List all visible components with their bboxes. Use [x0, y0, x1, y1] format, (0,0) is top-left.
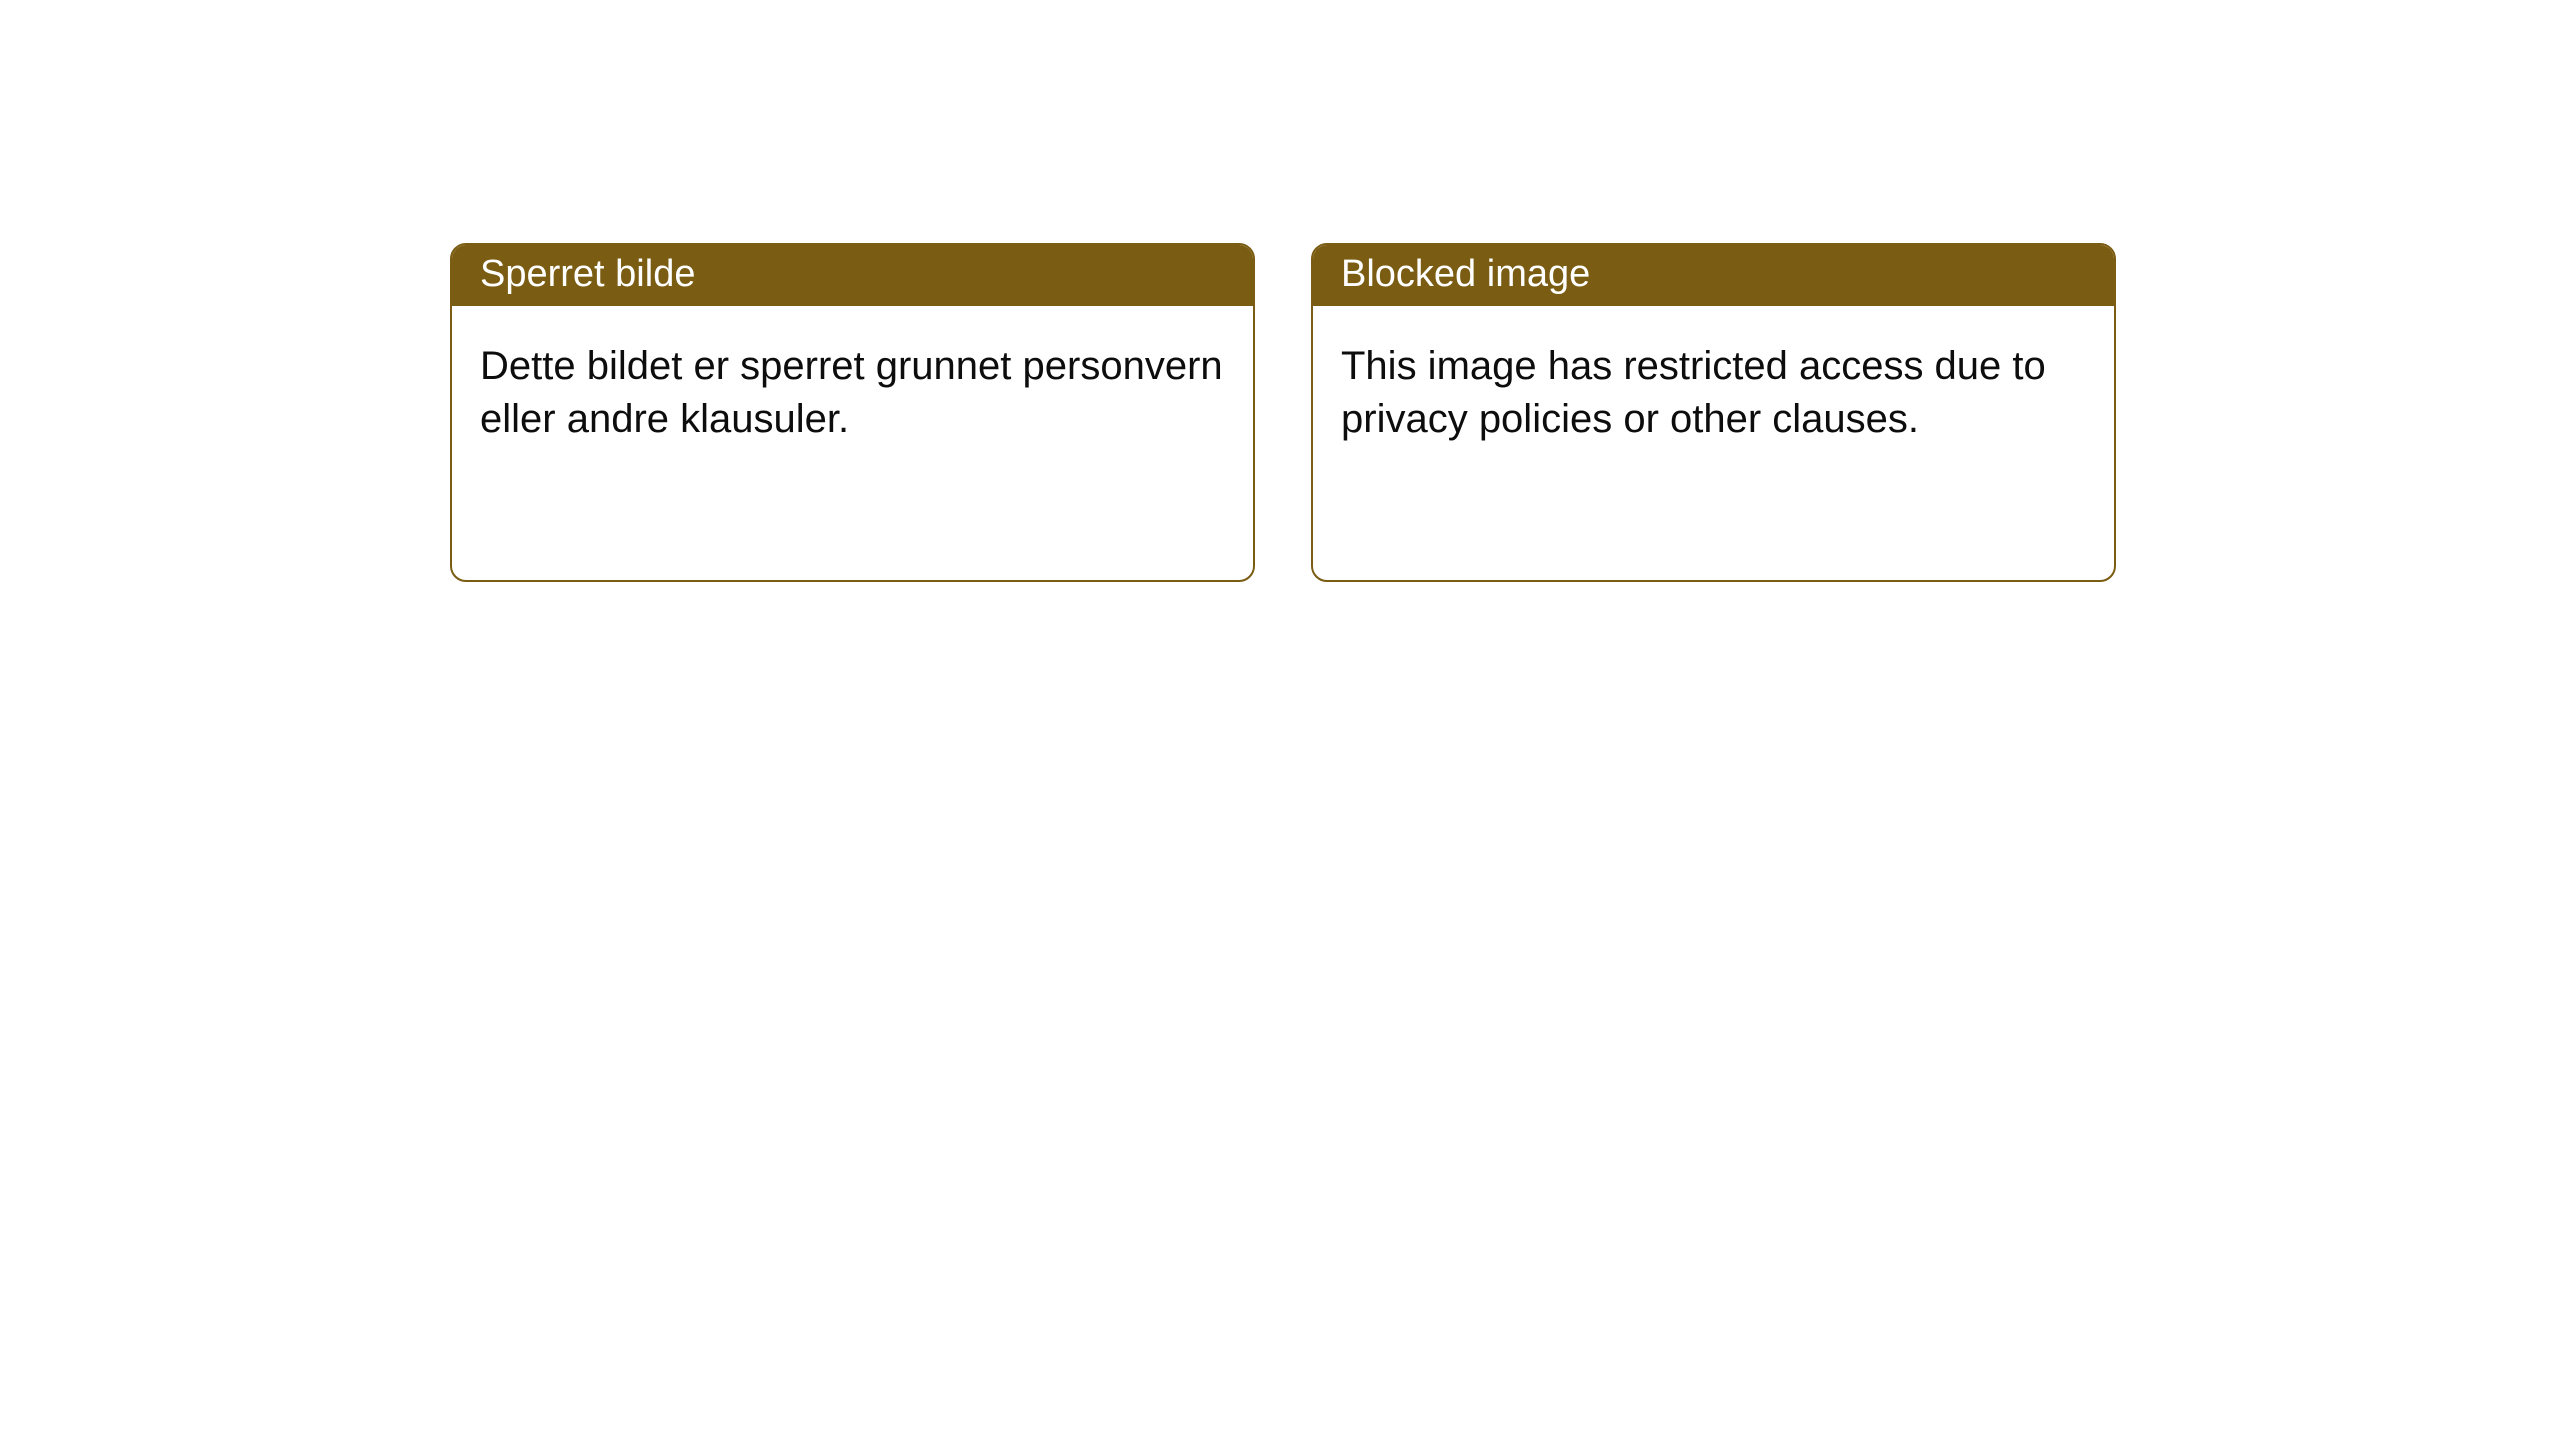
- card-body-en: This image has restricted access due to …: [1313, 306, 2114, 480]
- blocked-image-card-en: Blocked image This image has restricted …: [1311, 243, 2116, 582]
- cards-container: Sperret bilde Dette bildet er sperret gr…: [0, 0, 2560, 582]
- card-header-en: Blocked image: [1313, 245, 2114, 306]
- blocked-image-card-no: Sperret bilde Dette bildet er sperret gr…: [450, 243, 1255, 582]
- card-body-no: Dette bildet er sperret grunnet personve…: [452, 306, 1253, 480]
- card-header-no: Sperret bilde: [452, 245, 1253, 306]
